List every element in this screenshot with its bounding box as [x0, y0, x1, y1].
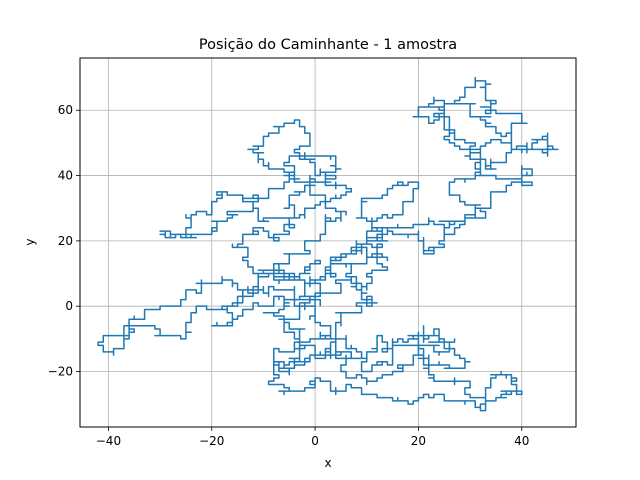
y-tick-label: −20	[48, 364, 73, 378]
x-tick-label: 20	[411, 434, 426, 448]
series-layer	[97, 76, 559, 412]
y-axis-label: y	[23, 238, 37, 245]
y-tick-label: 40	[58, 169, 73, 183]
y-tick-label: 60	[58, 103, 73, 117]
y-axis-ticks: −20 0 20 40 60	[48, 103, 80, 378]
x-tick-label: −40	[96, 434, 121, 448]
axes-frame	[79, 57, 577, 428]
x-axis-ticks: −40 −20 0 20 40	[96, 427, 529, 448]
axes-background	[80, 58, 576, 427]
chart-title: Posição do Caminhante - 1 amostra	[199, 37, 457, 53]
x-tick-label: 40	[514, 434, 529, 448]
x-axis-label: x	[324, 456, 331, 470]
y-tick-label: 20	[58, 234, 73, 248]
x-tick-label: −20	[199, 434, 224, 448]
y-tick-label: 0	[65, 299, 73, 313]
walk-path	[97, 76, 559, 412]
x-tick-label: 0	[311, 434, 319, 448]
plot-area	[79, 57, 577, 428]
